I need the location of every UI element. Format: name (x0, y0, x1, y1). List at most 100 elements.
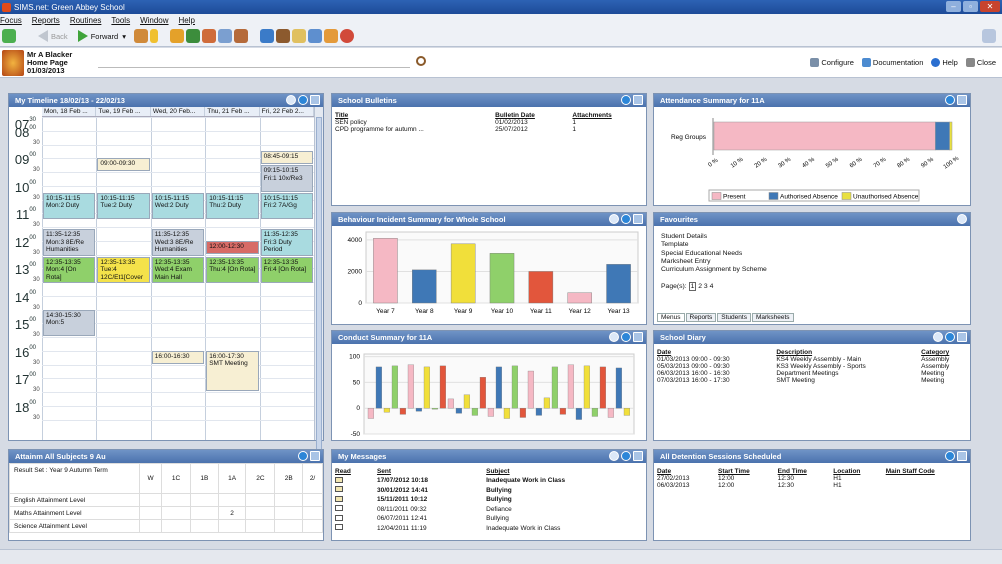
page-2[interactable]: 2 (698, 283, 703, 291)
staff-icon[interactable] (323, 29, 338, 43)
table-row[interactable]: 15/11/2011 10:12 Bullying (332, 495, 646, 506)
column-header[interactable]: Date (657, 349, 672, 356)
list-item[interactable]: Curriculum Assignment by Scheme (661, 266, 767, 274)
flag-icon[interactable] (185, 29, 200, 43)
refresh-icon[interactable] (609, 451, 619, 461)
menu-routines[interactable]: Routines (69, 15, 102, 25)
people-icon[interactable] (201, 29, 216, 43)
timeline-event[interactable]: 10:15-11:15 Tue:2 Duty (97, 192, 150, 220)
expand-icon[interactable] (298, 451, 308, 461)
maximize-icon[interactable] (310, 95, 320, 105)
table-row[interactable]: 12/04/2011 11:19 Inadequate Work in Class (332, 524, 646, 534)
table-row[interactable]: 17/07/2012 10:18 Inadequate Work in Class (332, 476, 646, 487)
expand-icon[interactable] (621, 332, 631, 342)
refresh-icon[interactable] (286, 95, 296, 105)
back-arrow-icon[interactable] (38, 30, 48, 42)
document-icon[interactable] (217, 29, 232, 43)
list-item[interactable]: Template (661, 241, 689, 249)
column-header[interactable]: Read (335, 468, 351, 475)
table-row[interactable]: SEN policy 01/02/2013 1 (335, 119, 576, 126)
column-header[interactable]: Main Staff Code (885, 468, 935, 475)
maximize-icon[interactable] (633, 214, 643, 224)
table-row[interactable]: English Attainment Level (9, 493, 323, 507)
refresh-icon[interactable] (933, 332, 943, 342)
list-item[interactable]: Special Educational Needs (661, 249, 743, 257)
menu-help[interactable]: Help (178, 15, 195, 25)
forward-dropdown-icon[interactable]: ▾ (122, 31, 126, 41)
close-window-button[interactable]: ✕ (980, 1, 1000, 12)
table-row[interactable]: 07/03/2013 16:00 - 17:30 SMT Meeting Meeti… (657, 377, 945, 384)
maximize-icon[interactable] (957, 451, 967, 461)
day-header[interactable]: Mon, 18 Feb ... (42, 107, 97, 116)
lightbulb-icon[interactable] (149, 29, 158, 43)
search-icon[interactable] (416, 56, 426, 66)
day-header[interactable]: Fri, 22 Feb 2... (260, 107, 315, 116)
maximize-icon[interactable] (633, 95, 643, 105)
timeline-event[interactable]: 16:00-16:30 (151, 350, 205, 364)
documentation-link[interactable]: Documentation (861, 58, 923, 67)
timeline-event[interactable]: 10:15-11:15 Mon:2 Duty (43, 192, 96, 220)
expand-icon[interactable] (621, 214, 631, 224)
column-header[interactable]: Description (776, 349, 813, 356)
maximize-icon[interactable] (957, 332, 967, 342)
timeline-event[interactable]: 14:30-15:30 Mon:5 (43, 309, 96, 336)
table-row[interactable]: 30/01/2012 14:41 Bullying (332, 486, 646, 496)
menu-reports[interactable]: Reports (31, 15, 60, 25)
maximize-icon[interactable] (310, 451, 320, 461)
maximize-icon[interactable] (633, 332, 643, 342)
timeline-event[interactable]: 16:00-17:30 SMT Meeting (206, 350, 259, 391)
expand-icon[interactable] (945, 332, 955, 342)
page-1[interactable]: 1 (688, 282, 697, 292)
table-row[interactable]: 01/03/2013 09:00 - 09:30 KS4 Weekly Assem… (657, 356, 950, 363)
expand-icon[interactable] (298, 95, 308, 105)
refresh-icon[interactable] (2, 29, 16, 43)
menu-tools[interactable]: Tools (111, 15, 131, 25)
tab-marksheets[interactable]: Marksheets (751, 313, 794, 322)
network-icon[interactable] (982, 29, 996, 43)
tab-students[interactable]: Students (717, 313, 751, 322)
column-header[interactable]: Subject (486, 468, 510, 475)
maximize-icon[interactable] (957, 95, 967, 105)
page-3[interactable]: 3 (703, 283, 708, 291)
expand-icon[interactable] (621, 95, 631, 105)
book-icon[interactable] (169, 29, 184, 43)
table-row[interactable]: 06/03/2013 12:00 12:30 H1 (657, 482, 842, 489)
refresh-icon[interactable] (609, 332, 619, 342)
edit-icon[interactable] (307, 29, 322, 43)
menu-window[interactable]: Window (140, 15, 169, 25)
timeline-event[interactable]: 10:15-11:15 Fri:2 7A/Gg (260, 192, 313, 220)
column-header[interactable]: End Time (777, 468, 807, 475)
maximize-button[interactable]: ▫ (963, 1, 978, 12)
table-row[interactable]: Science Attainment Level (9, 519, 323, 533)
expand-icon[interactable] (621, 451, 631, 461)
page-4[interactable]: 4 (709, 283, 714, 291)
timeline-event[interactable]: 12:35-13:35 Fri:4 [On Rota] (260, 256, 313, 284)
list-item[interactable]: Student Details (661, 233, 708, 240)
help-link[interactable]: Help (931, 58, 958, 67)
table-row[interactable]: 06/07/2011 12:41 Bullying (332, 514, 646, 525)
column-header[interactable]: Attachments (572, 112, 612, 119)
expand-icon[interactable] (945, 95, 955, 105)
table-row[interactable]: 27/02/2013 12:00 12:30 H1 (657, 475, 842, 482)
clock-icon[interactable] (339, 29, 354, 43)
table-row[interactable]: 08/11/2011 09:32 Defiance (332, 505, 646, 515)
column-header[interactable]: Category (921, 349, 950, 356)
timeline-event[interactable]: 12:35-13:35 Mon:4 [On Rota] (43, 256, 96, 284)
column-header[interactable]: Date (657, 468, 672, 475)
timeline-event[interactable]: 11:35-12:35 Wed:3 8E/Re Humanities (151, 229, 205, 256)
refresh-icon[interactable] (957, 214, 967, 224)
configure-link[interactable]: Configure (810, 58, 854, 67)
timeline-event[interactable]: 09:15-10:15 Fri:1 10x/Re3 (260, 165, 313, 192)
students-icon[interactable] (133, 29, 148, 43)
search-input[interactable] (98, 56, 410, 68)
timeline-event[interactable]: 10:15-11:15 Wed:2 Duty (151, 192, 205, 220)
day-header[interactable]: Thu, 21 Feb ... (205, 107, 260, 116)
list-item[interactable]: Marksheet Entry (661, 257, 711, 265)
timeline-event[interactable]: 12:35-13:35 Thu:4 [On Rota] (206, 256, 259, 284)
register-icon[interactable] (259, 29, 274, 43)
timeline-event[interactable]: 11:35-12:35 Fri:3 Duty Period (260, 229, 313, 256)
timeline-event[interactable]: 08:45-09:15 (260, 151, 313, 165)
timeline-event[interactable]: 12:00-12:30 (206, 240, 259, 254)
minimize-button[interactable]: – (946, 1, 961, 12)
column-header[interactable]: Location (833, 468, 861, 475)
